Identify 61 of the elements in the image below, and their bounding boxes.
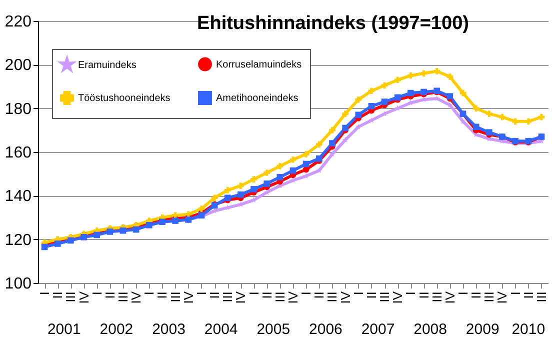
text: 2005: [256, 321, 290, 338]
x-tick-label: II: [468, 292, 484, 299]
x-tick-label: I: [403, 292, 418, 296]
x-tick-label: IV: [494, 291, 510, 304]
x-tick-label: III: [116, 292, 130, 302]
x-tick-label: II: [50, 292, 66, 299]
x-tick-label: II: [416, 292, 432, 299]
y-tick-label: 200: [4, 57, 32, 74]
x-tick-label: III: [534, 292, 549, 302]
x-tick-label: I: [89, 292, 104, 296]
x-tick-label: IV: [128, 291, 144, 304]
x-tick-label: II: [520, 292, 536, 299]
x-tick-label: I: [508, 292, 523, 296]
y-tick-label: 120: [4, 232, 32, 249]
x-tick-label: IV: [233, 291, 248, 304]
legend-label: Tööstushooneindeks: [78, 93, 170, 104]
text: 2004: [204, 321, 238, 338]
text: 2001: [47, 321, 81, 338]
x-tick-label: II: [364, 292, 379, 299]
x-tick-label: IV: [390, 291, 406, 304]
x-tick-label: III: [429, 292, 444, 302]
text: 2009: [466, 321, 500, 338]
x-tick-label: I: [246, 292, 262, 296]
x-tick-label: I: [142, 292, 157, 296]
x-tick-label: IV: [338, 291, 353, 304]
y-tick-label: 180: [4, 100, 32, 118]
x-tick-label: III: [377, 292, 392, 302]
x-tick-label: I: [37, 292, 52, 296]
x-tick-label: IV: [180, 291, 196, 304]
legend-label: Ametihooneindeks: [216, 93, 298, 104]
x-tick-label: IV: [286, 291, 300, 304]
x-tick-label: III: [272, 292, 288, 302]
x-tick-label: III: [482, 292, 497, 302]
x-tick-label: II: [259, 292, 274, 299]
x-tick-label: I: [298, 292, 314, 296]
text: 2008: [414, 321, 447, 338]
legend-label: Korruselamuindeks: [216, 59, 302, 70]
text: 2010: [512, 321, 546, 338]
x-tick-label: I: [350, 292, 366, 296]
chart-title: Ehitushinnaindeks (1997=100): [197, 13, 469, 34]
x-tick-label: II: [102, 292, 118, 299]
y-tick-label: 140: [4, 188, 32, 206]
x-tick-label: II: [312, 292, 327, 299]
x-tick-label: IV: [442, 291, 458, 304]
text: 2003: [152, 321, 186, 338]
text: 2002: [100, 321, 134, 338]
x-tick-label: I: [456, 292, 470, 296]
x-tick-label: IV: [76, 291, 92, 304]
y-tick-label: 160: [4, 144, 32, 162]
x-tick-label: II: [207, 292, 222, 299]
legend-label: Eramuindeks: [78, 60, 136, 71]
x-tick-label: III: [324, 292, 340, 302]
text: 2006: [309, 321, 342, 338]
x-tick-label: I: [194, 292, 209, 296]
x-tick-label: III: [63, 292, 78, 302]
x-tick-label: III: [168, 292, 183, 302]
y-tick-label: 100: [4, 276, 32, 292]
x-tick-label: II: [154, 292, 170, 299]
text: 2007: [361, 321, 395, 338]
y-tick-label: 220: [4, 14, 32, 30]
x-tick-label: III: [220, 292, 236, 302]
